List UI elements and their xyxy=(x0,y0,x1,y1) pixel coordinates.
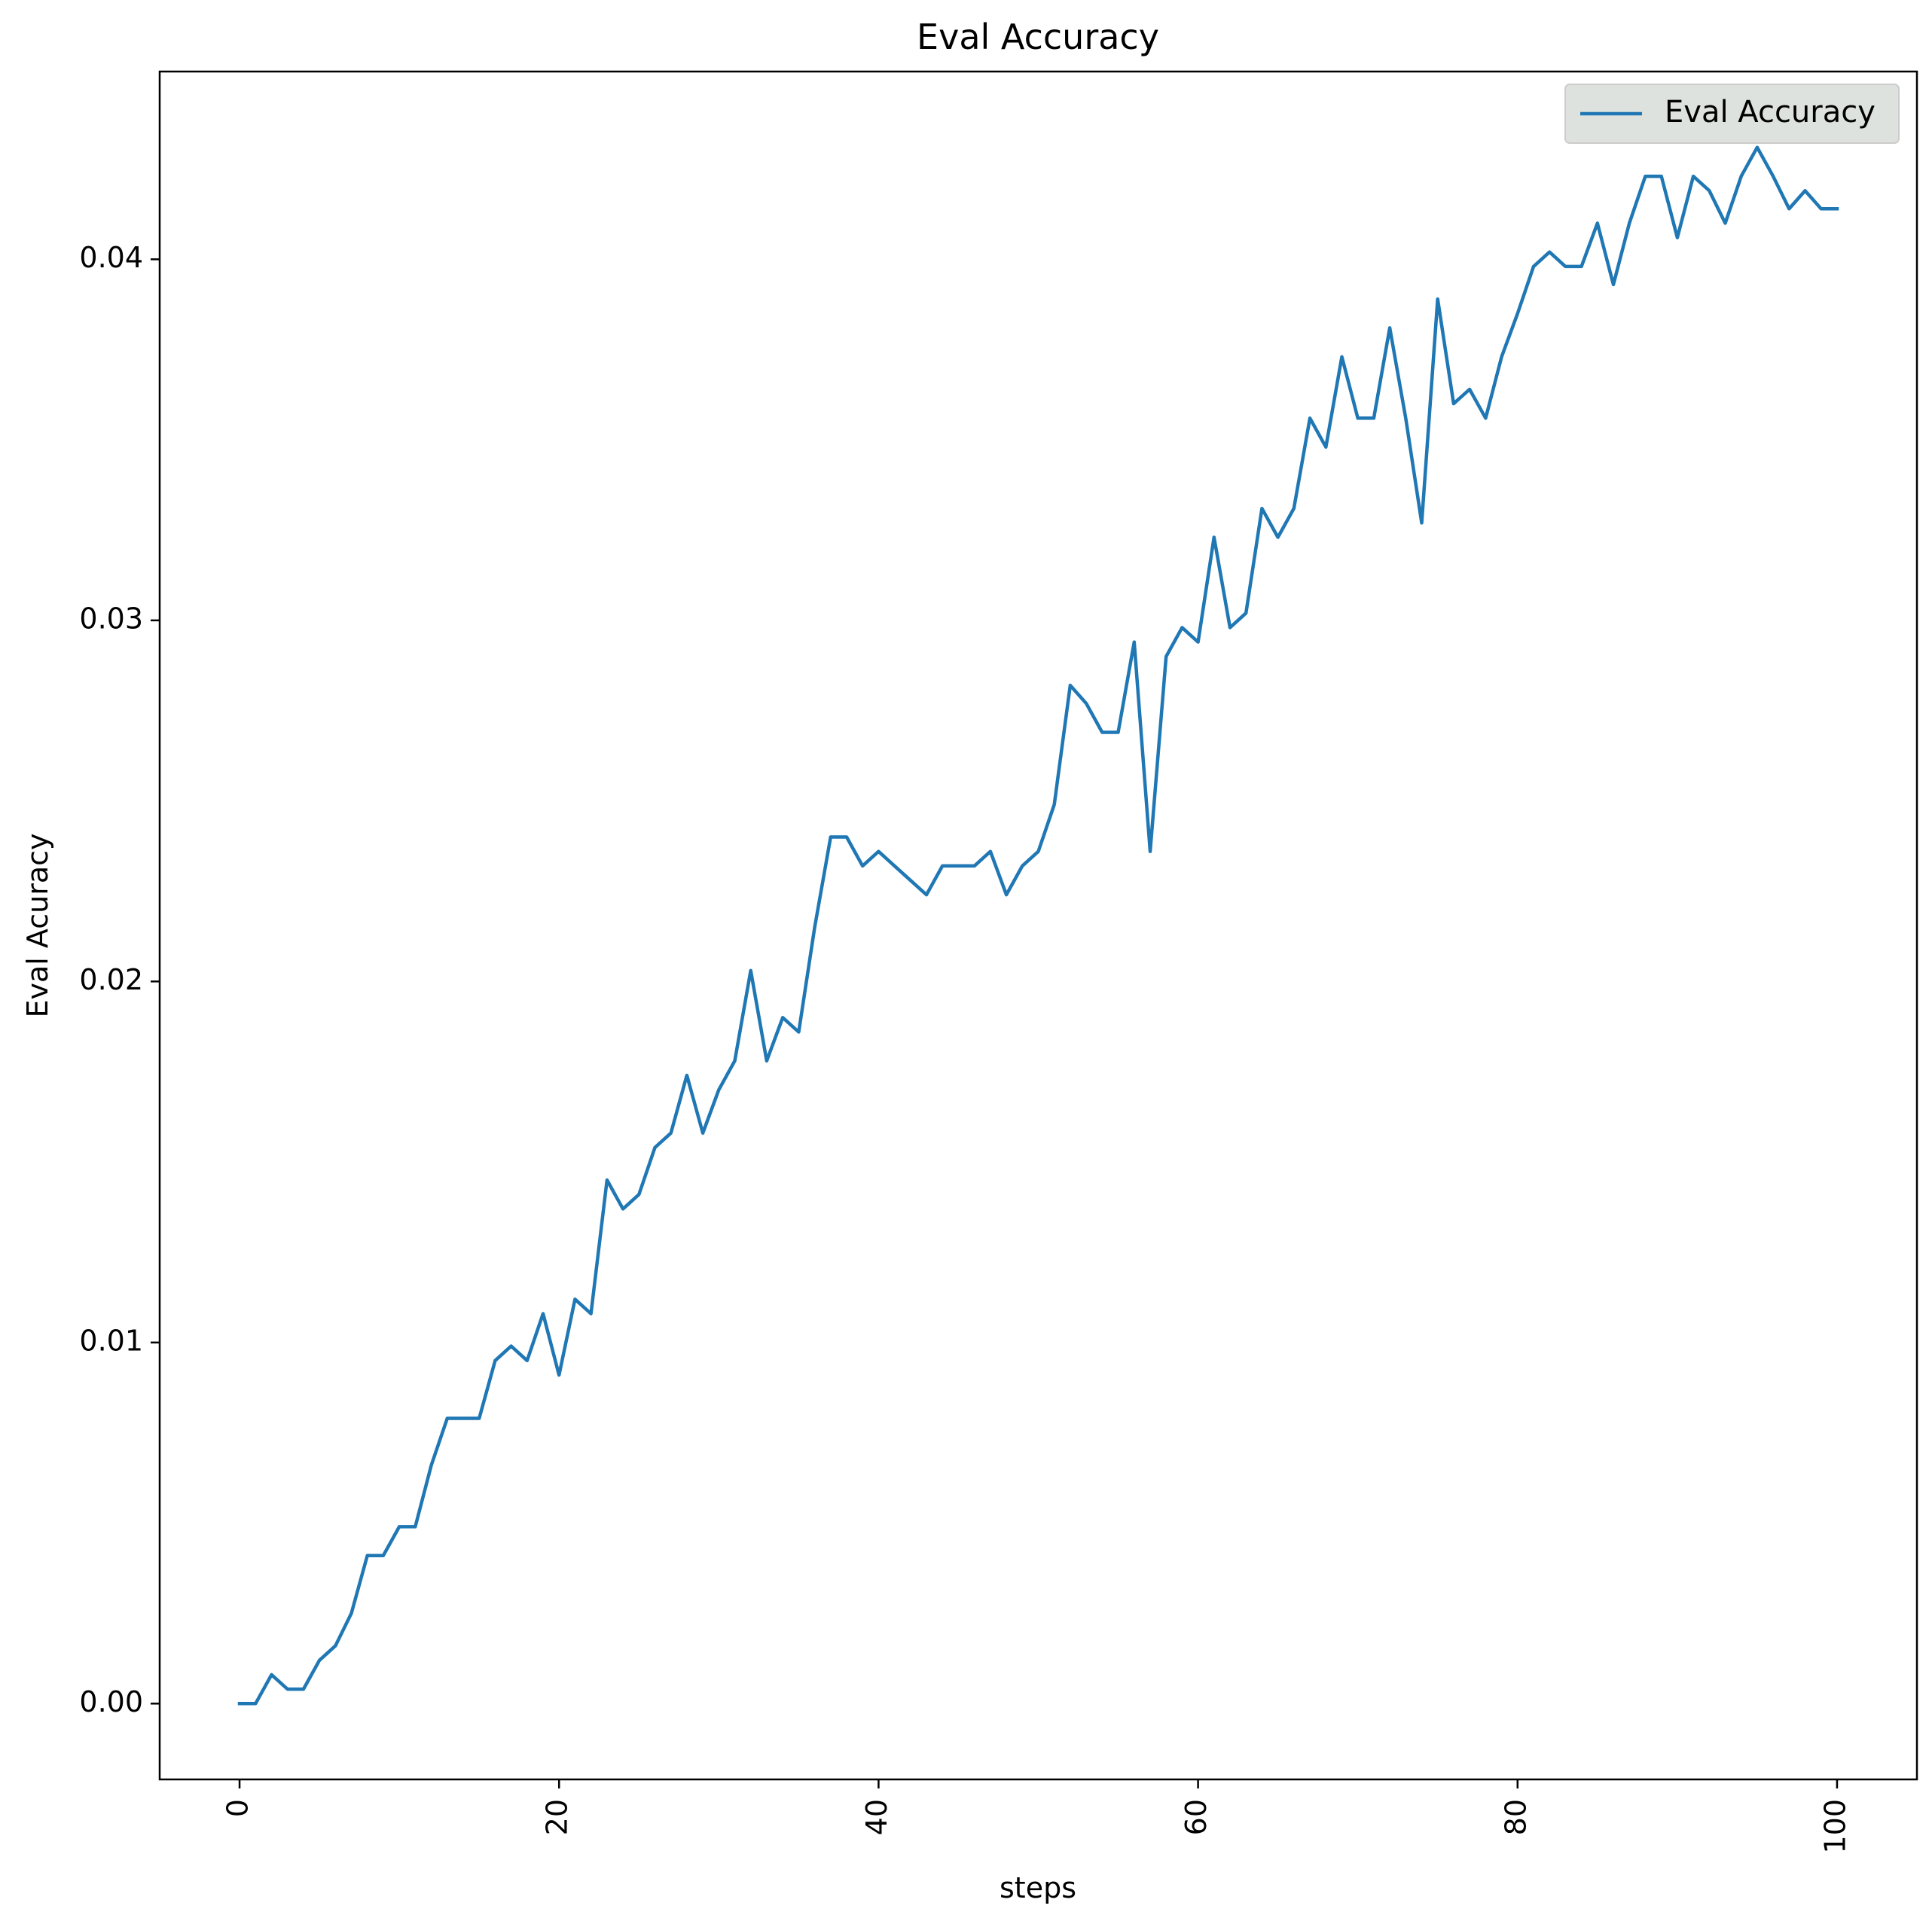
y-tick-label: 0.02 xyxy=(79,963,143,996)
legend-box xyxy=(1564,84,1900,144)
series-line-0 xyxy=(237,145,1839,1706)
x-tick-label: 100 xyxy=(1818,1799,1851,1854)
legend-label: Eval Accuracy xyxy=(1665,95,1876,130)
x-tick-label: 40 xyxy=(860,1799,893,1835)
axes-frame xyxy=(158,70,1918,1781)
legend: Eval Accuracy xyxy=(1564,84,1900,144)
x-tick-label: 0 xyxy=(221,1799,255,1817)
y-axis-label: Eval Acuracy xyxy=(21,833,54,1017)
x-tick-label: 60 xyxy=(1180,1799,1213,1835)
x-axis-label: steps xyxy=(1000,1871,1076,1904)
y-tick-label: 0.04 xyxy=(79,241,143,274)
chart-title: Eval Accuracy xyxy=(917,17,1159,57)
x-tick-label: 80 xyxy=(1499,1799,1532,1835)
plot-area: 0 20 40 60 80 100 0.00 0.01 0.02 0.03 0.04 xyxy=(79,70,1918,1854)
y-tick-label: 0.03 xyxy=(79,602,143,635)
y-tick-label: 0.00 xyxy=(79,1685,143,1718)
x-tick-label: 20 xyxy=(541,1799,574,1835)
y-tick-label: 0.01 xyxy=(79,1324,143,1357)
